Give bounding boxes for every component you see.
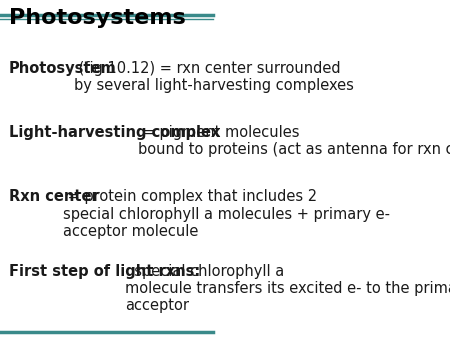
Text: Rxn center: Rxn center [9,189,98,204]
Text: special chlorophyll a
molecule transfers its excited e- to the primary e-
accept: special chlorophyll a molecule transfers… [125,264,450,313]
Text: = protein complex that includes 2
special chlorophyll a molecules + primary e-
a: = protein complex that includes 2 specia… [63,189,390,239]
Text: Photosystems: Photosystems [9,8,185,28]
Text: = pigment molecules
bound to proteins (act as antenna for rxn center): = pigment molecules bound to proteins (a… [138,125,450,158]
Text: (fig 10.12) = rxn center surrounded
by several light-harvesting complexes: (fig 10.12) = rxn center surrounded by s… [74,61,354,93]
Text: Light-harvesting complex: Light-harvesting complex [9,125,220,140]
Text: Photosystem: Photosystem [9,61,116,76]
Text: First step of light rxns:: First step of light rxns: [9,264,200,279]
